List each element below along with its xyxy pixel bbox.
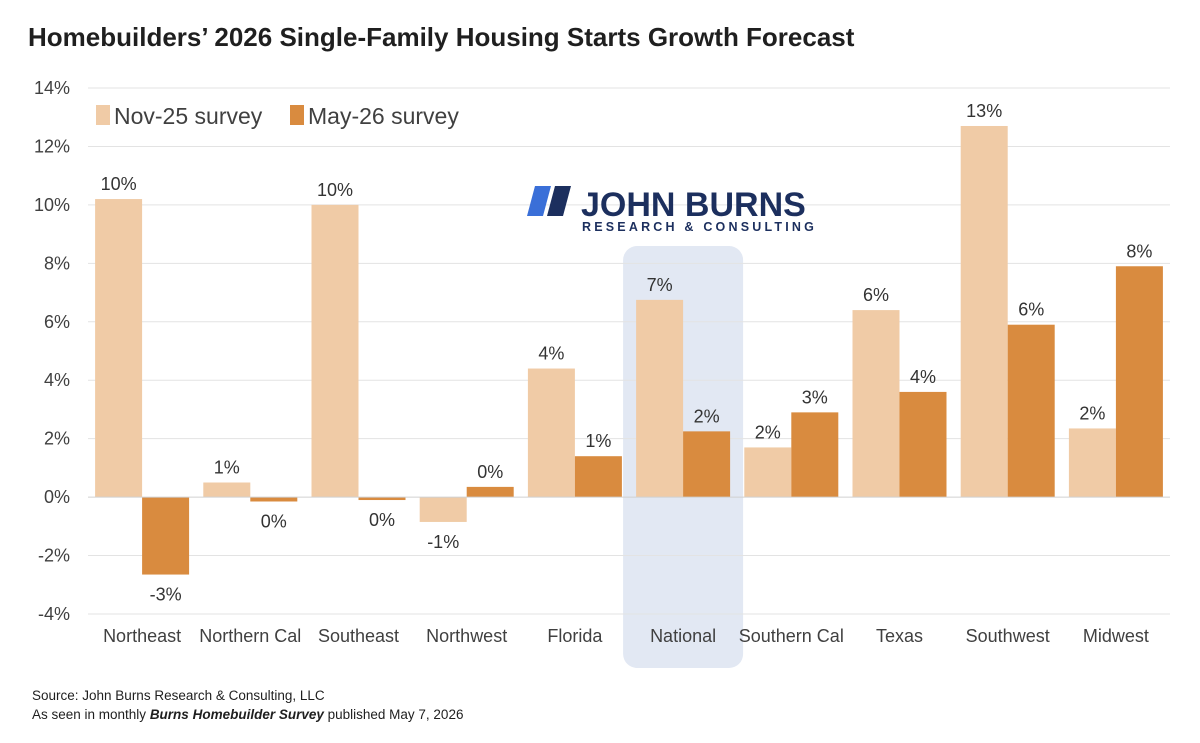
category-label: Northwest (426, 626, 507, 646)
y-tick-label: 14% (34, 78, 70, 98)
category-label: Florida (547, 626, 603, 646)
source-line: Source: John Burns Research & Consulting… (32, 688, 325, 703)
bar-southern-cal-series-1 (744, 447, 792, 498)
data-label: 6% (1018, 300, 1044, 320)
data-label: 13% (966, 101, 1002, 121)
data-label: 1% (214, 458, 240, 478)
category-label: Southeast (318, 626, 399, 646)
logo-mark-left (527, 186, 551, 216)
data-label: 2% (694, 406, 720, 426)
publication-prefix: As seen in monthly (32, 707, 150, 722)
logo-mark-right (547, 186, 571, 216)
data-label: 0% (261, 511, 287, 531)
y-tick-label: 4% (44, 370, 70, 390)
y-tick-label: 2% (44, 429, 70, 449)
bar-midwest-series-1 (1068, 428, 1116, 498)
data-labels: 10% -3% 1% 0% 10% 0% -1% 0% 4% 1% 7% 2% 2% 3% 6% 4% 13% 6… (101, 101, 1153, 605)
category-label: Southwest (966, 626, 1050, 646)
y-axis-ticks: -4% -2% 0% 2% 4% 6% 8% 10% 12% 14% (34, 78, 70, 624)
data-label: 4% (910, 367, 936, 387)
data-label: 3% (802, 387, 828, 407)
bar-national-series-1 (636, 299, 684, 498)
y-tick-label: -2% (38, 546, 70, 566)
source-notes: Source: John Burns Research & Consulting… (32, 686, 463, 724)
legend-swatch-1 (96, 105, 110, 125)
data-label: 2% (1079, 403, 1105, 423)
bars (95, 125, 1163, 575)
category-label: Texas (876, 626, 923, 646)
data-label: 6% (863, 285, 889, 305)
john-burns-logo: JOHN BURNS RESEARCH & CONSULTING (527, 186, 817, 234)
bar-northeast-series-2 (142, 497, 190, 575)
data-label: -3% (150, 585, 182, 605)
data-label: 7% (647, 275, 673, 295)
bar-texas-series-2 (899, 391, 947, 498)
y-tick-label: -4% (38, 604, 70, 624)
y-tick-label: 10% (34, 195, 70, 215)
bar-southwest-series-2 (1007, 324, 1055, 498)
data-label: 0% (369, 510, 395, 530)
category-label: Southern Cal (739, 626, 844, 646)
y-tick-label: 12% (34, 136, 70, 156)
legend-label-2: May-26 survey (308, 103, 459, 129)
bar-northwest-series-2 (466, 486, 514, 498)
bar-southwest-series-1 (960, 125, 1008, 498)
category-label: Midwest (1083, 626, 1149, 646)
bar-northwest-series-1 (419, 497, 467, 522)
bar-northeast-series-1 (95, 199, 143, 498)
category-label: National (650, 626, 716, 646)
bar-southeast-series-2 (358, 497, 406, 501)
data-label: 10% (317, 180, 353, 200)
data-label: 2% (755, 422, 781, 442)
bar-national-series-2 (683, 431, 731, 498)
publication-suffix: published May 7, 2026 (323, 707, 464, 722)
legend: Nov-25 survey May-26 survey (96, 103, 459, 129)
data-label: 4% (538, 344, 564, 364)
bar-midwest-series-2 (1115, 266, 1163, 498)
data-label: 1% (585, 431, 611, 451)
bar-florida-series-2 (574, 456, 622, 498)
y-tick-label: 8% (44, 253, 70, 273)
bar-northern-cal-series-2 (250, 497, 298, 502)
category-label: Northeast (103, 626, 181, 646)
x-axis-categories: Northeast Northern Cal Southeast Northwest F… (103, 626, 1149, 646)
publication-line: As seen in monthly Burns Homebuilder Sur… (32, 705, 463, 724)
y-tick-label: 0% (44, 487, 70, 507)
publication-name: Burns Homebuilder Survey (149, 707, 324, 722)
data-label: 10% (101, 174, 137, 194)
bar-texas-series-1 (852, 310, 900, 498)
legend-label-1: Nov-25 survey (114, 103, 263, 129)
bar-southeast-series-1 (311, 204, 359, 498)
logo-main-text: JOHN BURNS (581, 186, 806, 224)
data-label: -1% (427, 532, 459, 552)
legend-swatch-2 (290, 105, 304, 125)
data-label: 0% (477, 462, 503, 482)
bar-northern-cal-series-1 (203, 482, 251, 498)
chart-title: Homebuilders’ 2026 Single-Family Housing… (28, 22, 855, 52)
category-label: Northern Cal (199, 626, 301, 646)
logo-sub-text: RESEARCH & CONSULTING (582, 220, 817, 234)
bar-southern-cal-series-2 (791, 412, 839, 498)
bar-florida-series-1 (527, 368, 575, 498)
y-tick-label: 6% (44, 312, 70, 332)
data-label: 8% (1126, 241, 1152, 261)
